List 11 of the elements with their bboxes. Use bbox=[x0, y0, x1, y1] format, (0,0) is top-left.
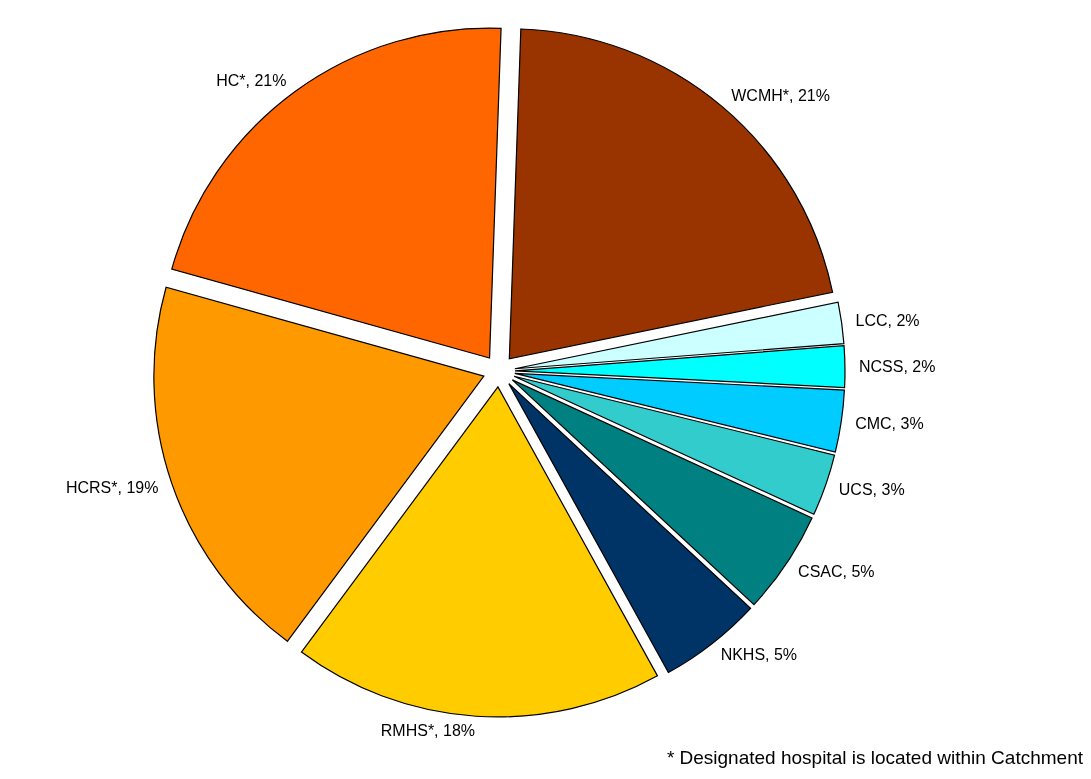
slice-label: LCC, 2% bbox=[855, 312, 920, 330]
slice-label: HCRS*, 19% bbox=[65, 479, 159, 497]
slice-label: CMC, 3% bbox=[855, 414, 924, 432]
slice-label: WCMH*, 21% bbox=[731, 87, 830, 105]
slice-label: NKHS, 5% bbox=[720, 646, 798, 664]
text: * Designated hospital is located within Catchment bbox=[666, 747, 1083, 769]
slice-label: NCSS, 2% bbox=[858, 357, 936, 375]
slice-label: CSAC, 5% bbox=[798, 562, 875, 580]
slice-label: RMHS*, 18% bbox=[380, 721, 476, 739]
slice-label: UCS, 3% bbox=[838, 481, 905, 499]
slice-label: HC*, 21% bbox=[216, 71, 287, 89]
